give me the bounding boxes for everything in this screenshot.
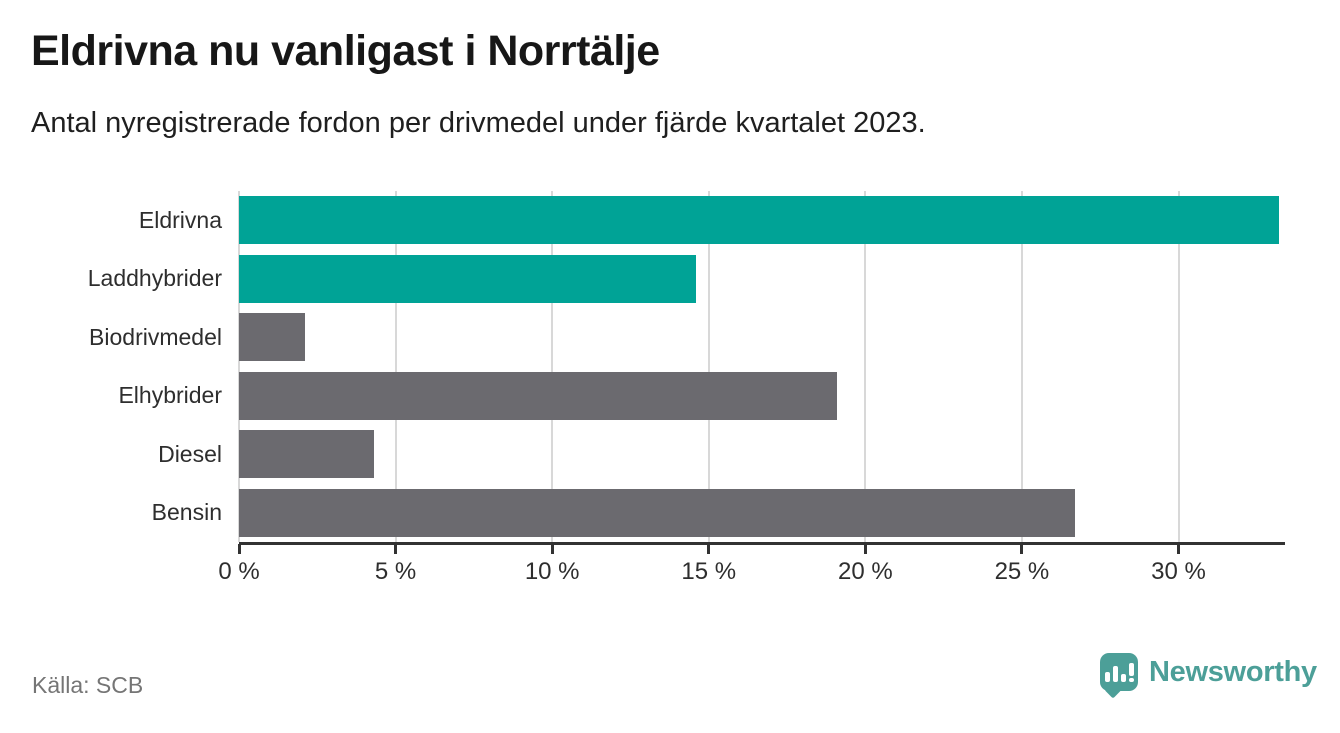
axis-tick-label-5: 5 % — [374, 558, 417, 585]
axis-tick-10 — [550, 544, 554, 554]
bar-laddhybrider — [239, 254, 697, 303]
axis-tick-25 — [1020, 544, 1024, 554]
gridline-25 — [1020, 191, 1023, 542]
gridline-0 — [238, 191, 240, 542]
axis-tick-5 — [394, 544, 398, 554]
gridline-30 — [1177, 191, 1180, 542]
category-label: Diesel — [158, 440, 222, 467]
axis-tick-label-15: 15 % — [681, 558, 737, 585]
x-axis: 0 % 5 % 10 % 15 % 20 % 25 % 30 % — [218, 544, 1285, 590]
page-subtitle: Antal nyregistrerade fordon per drivmede… — [31, 107, 926, 139]
axis-tick-30 — [1177, 544, 1181, 554]
source-text: Källa: SCB — [32, 672, 144, 698]
category-label: Eldrivna — [138, 206, 222, 233]
newsworthy-logo[interactable]: Newsworthy — [1100, 653, 1317, 699]
axis-tick-label-25: 25 % — [994, 558, 1050, 585]
plot-area — [238, 191, 1285, 545]
category-label: Biodrivmedel — [89, 323, 222, 350]
logo-exclamation-icon — [1128, 663, 1134, 682]
page-title: Eldrivna nu vanligast i Norrtälje — [31, 27, 660, 75]
axis-tick-20 — [863, 544, 867, 554]
gridline-20 — [864, 191, 867, 542]
bar-eldrivna — [239, 196, 1279, 245]
axis-tick-label-30: 30 % — [1151, 558, 1206, 585]
bar-biodrivmedel — [239, 313, 305, 362]
bar-elhybrider — [239, 371, 838, 420]
axis-tick-15 — [707, 544, 711, 554]
axis-tick-0 — [237, 544, 241, 554]
logo-bar-icon — [1112, 666, 1118, 682]
gridline-10 — [551, 191, 554, 542]
gridline-15 — [707, 191, 710, 542]
bar-diesel — [239, 430, 374, 479]
category-label: Elhybrider — [118, 382, 222, 409]
newsworthy-wordmark: Newsworthy — [1149, 655, 1317, 688]
gridline-5 — [394, 191, 397, 542]
axis-tick-label-0: 0 % — [218, 558, 260, 585]
axis-tick-label-20: 20 % — [837, 558, 893, 585]
category-label: Laddhybrider — [87, 265, 222, 292]
category-labels: Eldrivna Laddhybrider Biodrivmedel Elhybrid… — [0, 191, 222, 542]
logo-bar-icon — [1120, 674, 1126, 682]
logo-bar-icon — [1104, 672, 1110, 682]
newsworthy-pin-icon — [1100, 653, 1138, 699]
axis-tick-label-10: 10 % — [524, 558, 580, 585]
bar-bensin — [239, 488, 1076, 537]
category-label: Bensin — [151, 499, 222, 526]
